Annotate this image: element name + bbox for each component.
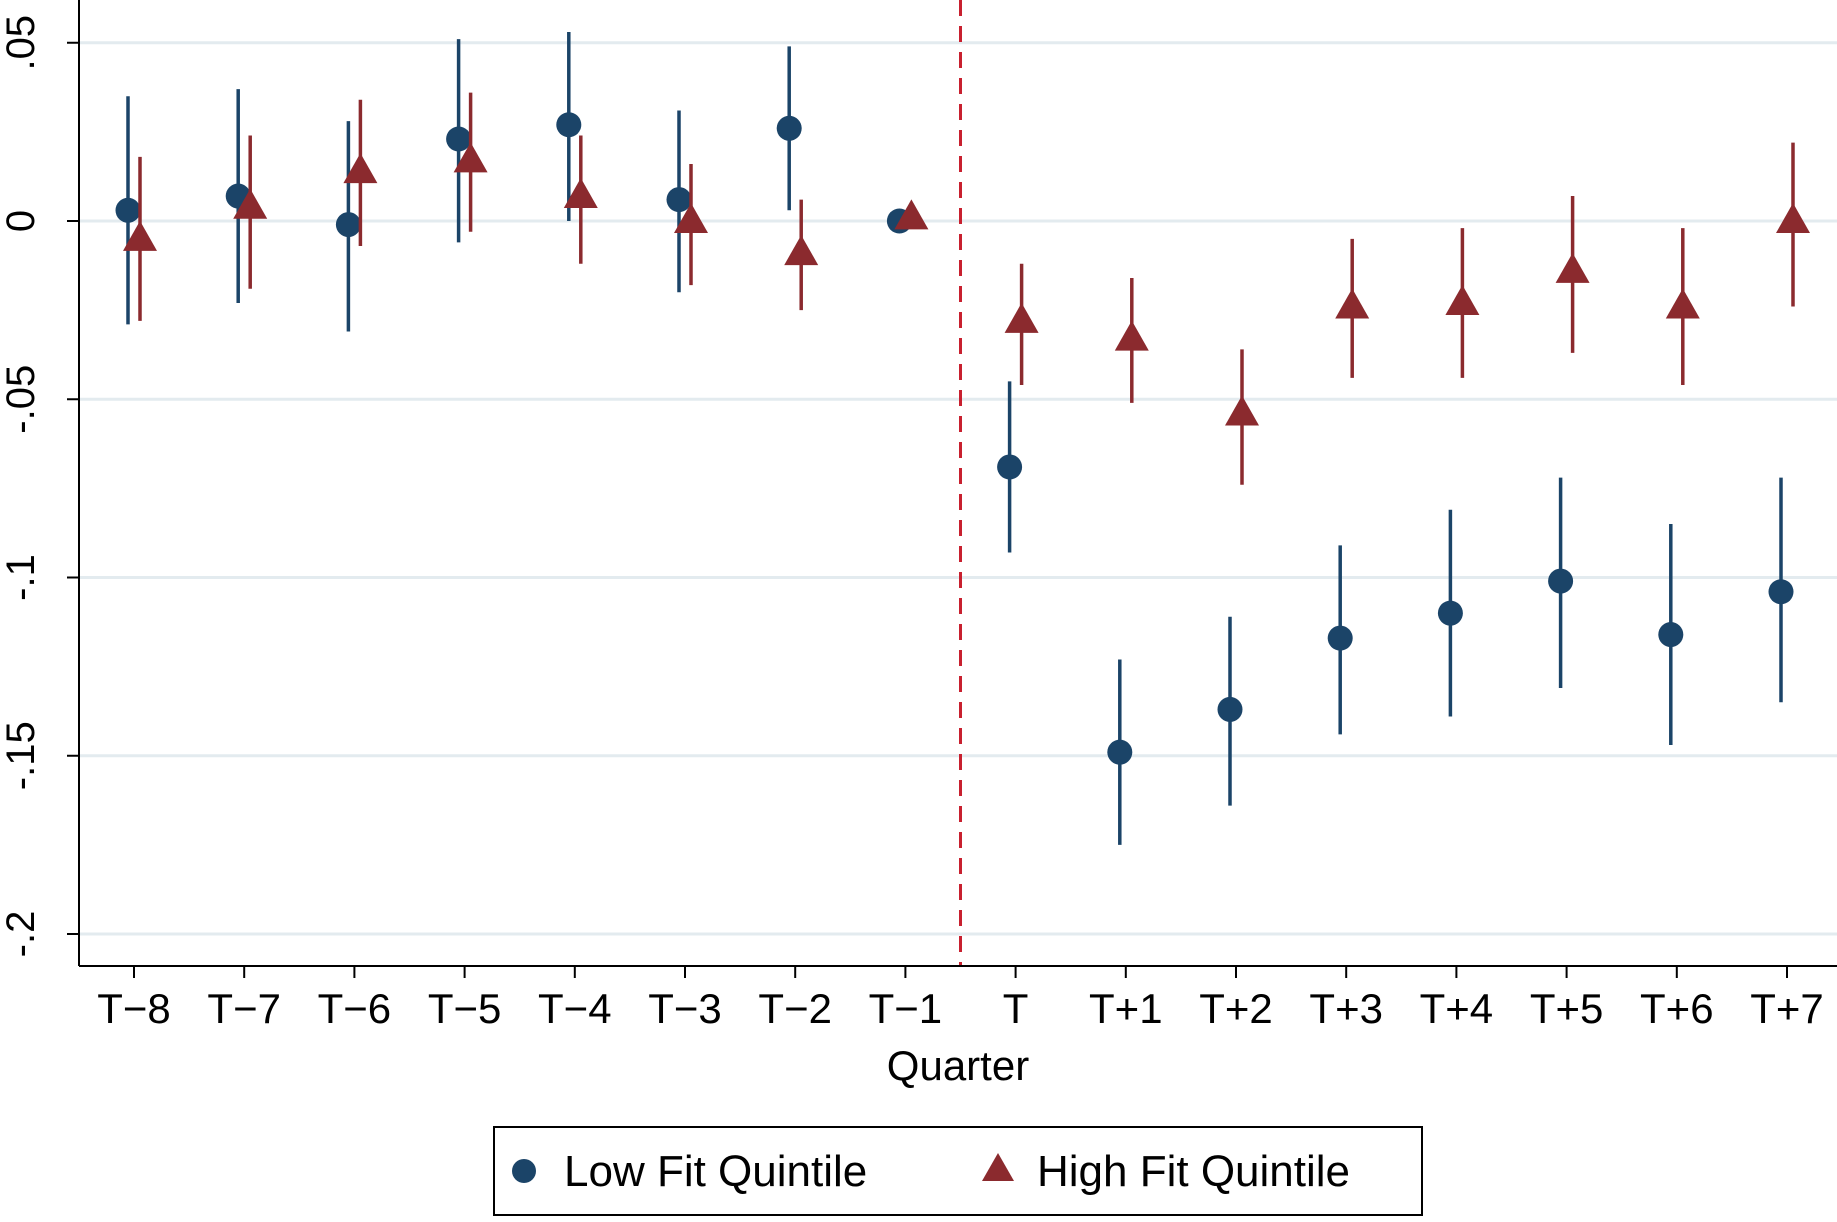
x-tick-label: T+7 [1750, 985, 1824, 1032]
high-fit-point [1555, 252, 1590, 283]
low-fit-point [997, 454, 1023, 480]
low-fit-point [776, 115, 802, 141]
x-tick-label: T−6 [318, 985, 392, 1032]
low-fit-point [1768, 579, 1794, 605]
low-fit-point [1658, 622, 1684, 648]
y-tick-label: -.2 [0, 911, 43, 958]
legend-marker-low-fit-circle [512, 1159, 536, 1183]
x-tick-label: T [1003, 985, 1029, 1032]
high-fit-point [674, 203, 708, 233]
high-fit-point [343, 153, 378, 184]
low-fit-point [335, 212, 361, 238]
high-fit-point [1776, 203, 1810, 233]
x-tick-label: T−7 [207, 985, 281, 1032]
high-fit-point [1114, 320, 1149, 351]
high-fit-point [1445, 284, 1480, 315]
y-tick-label: -.15 [0, 721, 43, 790]
high-fit-point [1225, 395, 1259, 426]
legend-box [493, 1126, 1423, 1216]
high-fit-point [1335, 288, 1370, 319]
y-tick-label: .05 [0, 15, 43, 71]
low-fit-point [115, 197, 141, 223]
x-tick-label: T−1 [869, 985, 943, 1032]
x-tick-label: T−8 [97, 985, 171, 1032]
high-fit-point [563, 178, 598, 209]
low-fit-point [1548, 568, 1574, 594]
low-fit-point [666, 187, 692, 213]
high-fit-point [1004, 302, 1039, 333]
y-tick-label: -.1 [0, 554, 43, 601]
legend-marker-high-fit-triangle [982, 1153, 1014, 1181]
x-tick-label: T−2 [758, 985, 832, 1032]
low-fit-point [556, 112, 582, 138]
x-tick-label: T−5 [428, 985, 502, 1032]
x-tick-label: T+1 [1089, 985, 1163, 1032]
high-fit-point [784, 235, 819, 266]
axes: .05 0 -.05 -.1 -.15 -.2 T−8 T−7 T−6 T−5 T−4 T−3 T−2 T… [0, 0, 1837, 1032]
high-fit-point [123, 220, 157, 251]
x-tick-label: T−4 [538, 985, 612, 1032]
x-tick-label: T−3 [648, 985, 722, 1032]
legend-label-low-fit: Low Fit Quintile [564, 1147, 867, 1196]
low-fit-point [1327, 625, 1353, 651]
gridlines [79, 41, 1837, 936]
x-axis-title: Quarter [887, 1042, 1029, 1089]
low-fit-point [1107, 739, 1133, 765]
legend: Low Fit Quintile High Fit Quintile [493, 1126, 1423, 1216]
low-fit-point [1437, 600, 1463, 626]
high-fit-point [894, 199, 929, 230]
low-fit-point [446, 126, 472, 152]
high-fit-point [233, 188, 268, 219]
low-fit-point [1217, 696, 1243, 722]
high-fit-point [453, 142, 488, 173]
series-layer [115, 32, 1810, 845]
x-tick-label: T+3 [1309, 985, 1383, 1032]
x-tick-label: T+2 [1199, 985, 1273, 1032]
x-tick-label: T+4 [1420, 985, 1494, 1032]
high-fit-point [1665, 288, 1700, 319]
legend-label-high-fit: High Fit Quintile [1037, 1147, 1350, 1196]
y-tick-label: -.05 [0, 365, 43, 434]
y-tick-label: 0 [0, 210, 43, 232]
x-tick-label: T+6 [1640, 985, 1714, 1032]
x-tick-label: T+5 [1530, 985, 1604, 1032]
